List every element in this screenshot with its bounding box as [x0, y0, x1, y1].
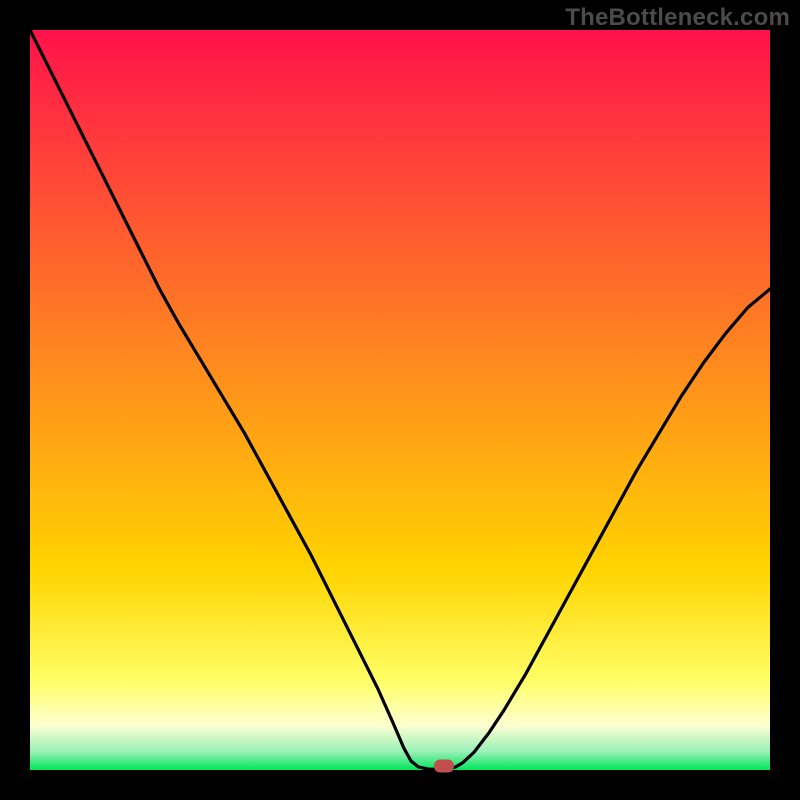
watermark-text: TheBottleneck.com [565, 4, 790, 32]
optimal-marker [434, 760, 454, 773]
chart-frame: TheBottleneck.com [0, 0, 800, 800]
bottleneck-curve [0, 0, 800, 800]
curve-path [30, 30, 770, 769]
